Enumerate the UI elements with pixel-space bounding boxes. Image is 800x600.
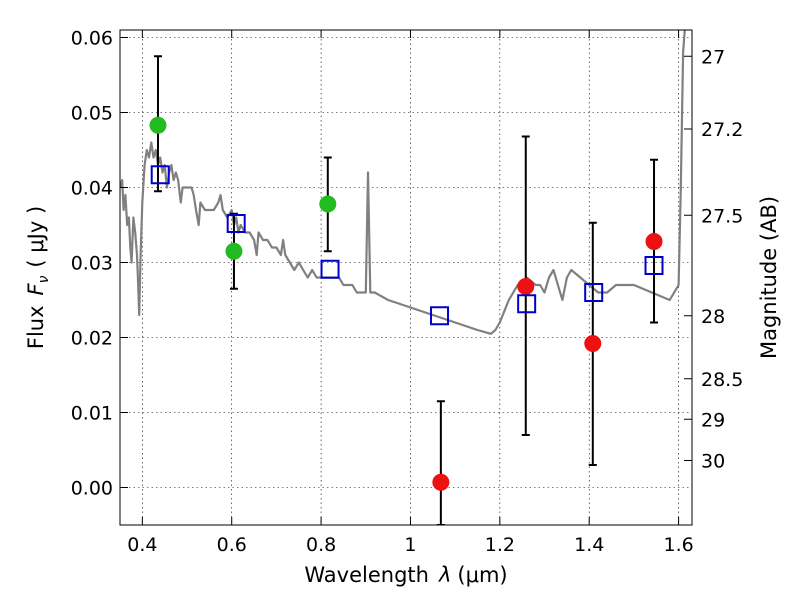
spectrum-series xyxy=(120,30,686,335)
model-square xyxy=(517,294,537,314)
plot-frame xyxy=(119,29,693,526)
y-tick-label: 0.00 xyxy=(71,478,113,500)
red-point xyxy=(645,233,663,250)
red-point xyxy=(584,335,602,352)
grid-lines xyxy=(120,30,692,525)
model-square xyxy=(584,283,604,302)
x-tick-label: 1.2 xyxy=(485,534,515,556)
green-points-series xyxy=(149,116,337,260)
x-axis-label: Wavelength λ (μm) xyxy=(304,563,507,587)
y-tick-label: 0.03 xyxy=(71,253,113,275)
green-point xyxy=(319,195,337,213)
x-tick-label: 1.4 xyxy=(574,534,604,556)
magnitude-tick-label: 27 xyxy=(701,46,725,68)
y-tick-label: 0.04 xyxy=(71,178,113,200)
spectrum-line xyxy=(120,30,686,335)
model-square xyxy=(226,214,246,233)
model-squares-series xyxy=(150,165,664,326)
green-point xyxy=(149,116,167,134)
y-tick-label: 0.06 xyxy=(71,28,113,50)
axes: 0.4 0.6 0.8 1 1.2 1.4 1.6 0.00 0.01 0.02 0.03 0.04 0… xyxy=(71,28,744,557)
model-square xyxy=(320,259,340,279)
green-point xyxy=(225,242,243,260)
errorbar xyxy=(436,400,445,525)
magnitude-tick-label: 27.5 xyxy=(701,205,743,227)
y-tick-label: 0.05 xyxy=(71,103,113,125)
magnitude-axis-label: Magnitude (AB) xyxy=(757,196,781,359)
x-tick-label: 0.6 xyxy=(217,534,247,556)
model-square xyxy=(644,256,664,275)
y-axis-label: FluxFν( μJy ) xyxy=(24,206,52,349)
x-tick-label: 0.4 xyxy=(127,534,157,556)
magnitude-tick-label: 28.5 xyxy=(701,369,743,391)
x-tick-label: 1 xyxy=(404,534,416,556)
x-tick-label: 1.6 xyxy=(663,534,693,556)
red-points-series xyxy=(432,233,663,491)
red-point xyxy=(517,278,535,295)
model-square xyxy=(430,306,450,326)
magnitude-tick-label: 28 xyxy=(701,306,725,328)
errorbar-series xyxy=(153,55,659,525)
y-tick-label: 0.02 xyxy=(71,328,113,350)
magnitude-tick-label: 30 xyxy=(701,451,725,473)
red-point xyxy=(432,473,450,491)
x-tick-label: 0.8 xyxy=(306,534,336,556)
magnitude-tick-label: 29 xyxy=(701,409,725,431)
y-tick-label: 0.01 xyxy=(71,403,113,425)
model-square xyxy=(150,165,170,185)
magnitude-tick-label: 27.2 xyxy=(701,119,743,141)
